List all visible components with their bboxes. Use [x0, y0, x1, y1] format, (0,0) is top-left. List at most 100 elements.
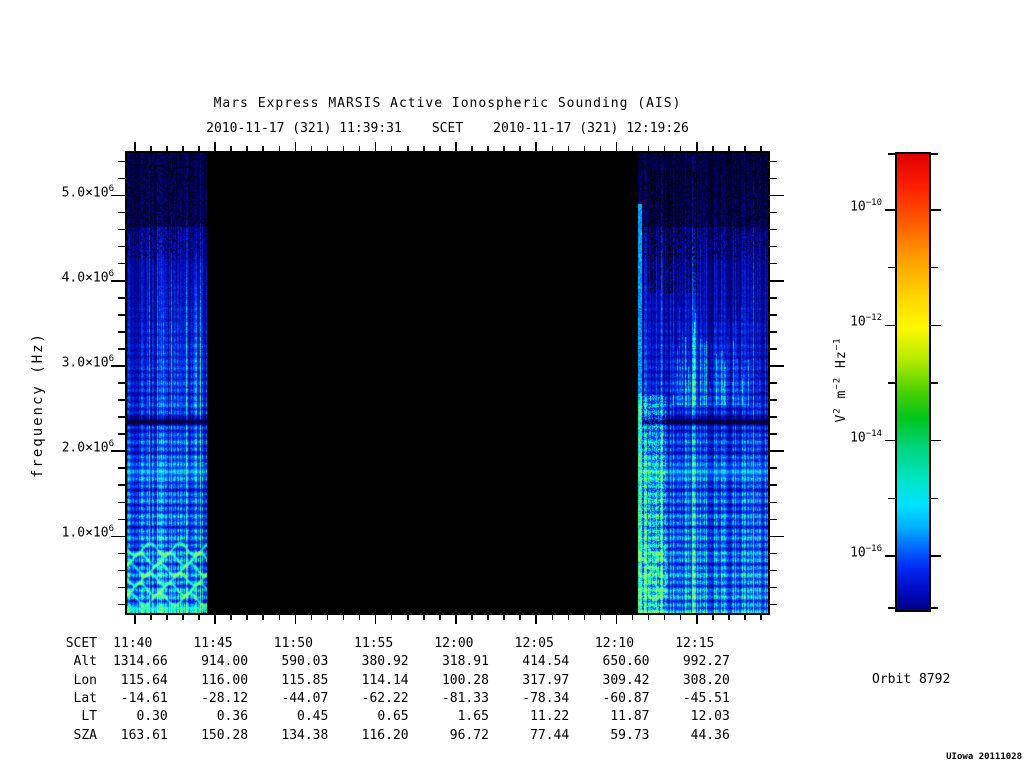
axis-tick	[326, 146, 329, 151]
axis-tick	[439, 146, 441, 151]
scet-start-time: 2010-11-17 (321) 11:39:31	[206, 121, 402, 136]
y-tick-label: 3.0×106	[61, 353, 114, 371]
colorbar-tick-label: 10−14	[850, 428, 882, 445]
axis-tick	[326, 615, 329, 620]
axis-tick	[262, 146, 264, 151]
ephemeris-cell: 114.14	[361, 672, 409, 688]
axis-tick	[770, 211, 777, 214]
axis-tick	[182, 615, 184, 620]
axis-tick	[278, 146, 281, 151]
axis-tick	[390, 146, 393, 151]
axis-tick	[770, 433, 777, 435]
axis-tick	[310, 615, 313, 620]
ephemeris-cell: 309.42	[602, 672, 650, 688]
axis-tick	[770, 245, 777, 248]
ephemeris-cell: 318.91	[441, 654, 489, 670]
axis-tick	[770, 331, 777, 333]
axis-tick	[118, 160, 125, 163]
axis-tick	[931, 209, 941, 211]
axis-tick	[770, 228, 777, 231]
axis-tick	[423, 615, 425, 620]
scet-axis-label: SCET	[431, 121, 464, 136]
axis-tick	[583, 615, 586, 620]
plot-title: Mars Express MARSIS Active Ionospheric S…	[213, 96, 682, 111]
axis-tick	[931, 439, 941, 442]
ephemeris-cell: 59.73	[610, 727, 650, 743]
ephemeris-cell: 11:55	[354, 636, 394, 651]
axis-tick	[198, 615, 200, 620]
axis-tick	[567, 615, 570, 620]
axis-tick	[471, 146, 473, 151]
axis-tick	[118, 297, 125, 299]
axis-tick	[134, 615, 136, 624]
axis-tick	[118, 433, 125, 435]
axis-tick	[118, 501, 125, 503]
axis-tick	[118, 569, 125, 572]
axis-tick	[888, 266, 895, 269]
axis-tick	[310, 146, 313, 151]
axis-tick	[679, 146, 682, 151]
ephemeris-cell: 115.85	[281, 672, 329, 688]
axis-tick	[728, 146, 730, 151]
axis-tick	[118, 467, 125, 469]
ephemeris-cell: 12.03	[690, 709, 730, 725]
axis-tick	[198, 146, 200, 151]
axis-tick	[760, 615, 762, 620]
ephemeris-cell: 914.00	[201, 654, 249, 670]
axis-tick	[931, 324, 941, 327]
axis-tick	[294, 142, 297, 151]
axis-tick	[770, 603, 777, 606]
axis-tick	[150, 615, 152, 620]
axis-tick	[407, 146, 409, 151]
axis-tick	[535, 615, 537, 624]
axis-tick	[111, 450, 125, 452]
axis-tick	[487, 146, 489, 151]
axis-tick	[770, 399, 777, 401]
axis-tick	[888, 607, 895, 609]
axis-tick	[663, 615, 666, 620]
colorbar-title: V2 m−2 Hz−1	[833, 280, 849, 480]
ephemeris-cell: -14.61	[120, 690, 168, 706]
axis-tick	[931, 555, 941, 557]
axis-tick	[770, 348, 777, 350]
axis-tick	[118, 228, 125, 231]
ephemeris-cell: 115.64	[120, 672, 168, 688]
axis-tick	[118, 586, 125, 589]
axis-tick	[770, 314, 777, 316]
axis-tick	[760, 146, 762, 151]
axis-tick	[885, 209, 895, 211]
axis-tick	[214, 142, 216, 151]
ephemeris-row-label: LT	[81, 709, 97, 725]
ephemeris-cell: 77.44	[530, 727, 570, 743]
axis-tick	[728, 615, 730, 620]
axis-tick	[358, 146, 361, 151]
axis-tick	[278, 615, 281, 620]
ephemeris-cell: -78.34	[522, 690, 570, 706]
axis-tick	[390, 615, 393, 620]
ephemeris-cell: 100.28	[441, 672, 489, 688]
axis-tick	[712, 615, 714, 620]
axis-tick	[679, 615, 682, 620]
axis-tick	[118, 518, 125, 521]
axis-tick	[503, 615, 505, 620]
axis-tick	[888, 497, 895, 500]
axis-tick	[519, 615, 521, 620]
axis-tick	[423, 146, 425, 151]
axis-tick	[134, 142, 136, 151]
axis-tick	[599, 146, 602, 151]
ephemeris-cell: 116.20	[361, 727, 409, 743]
colorbar-title-text: V2 m−2 Hz−1	[833, 337, 850, 423]
y-axis-title: frequency (Hz)	[30, 305, 46, 505]
axis-tick	[663, 146, 666, 151]
axis-tick	[182, 146, 184, 151]
orbit-label: Orbit 8792	[872, 672, 951, 687]
axis-tick	[166, 615, 168, 620]
axis-tick	[931, 382, 938, 384]
axis-tick	[888, 153, 895, 155]
axis-tick	[770, 484, 777, 486]
ephemeris-cell: 0.45	[297, 709, 329, 725]
ephemeris-cell: -45.51	[682, 690, 730, 706]
axis-tick	[615, 142, 618, 151]
axis-tick	[770, 450, 784, 452]
